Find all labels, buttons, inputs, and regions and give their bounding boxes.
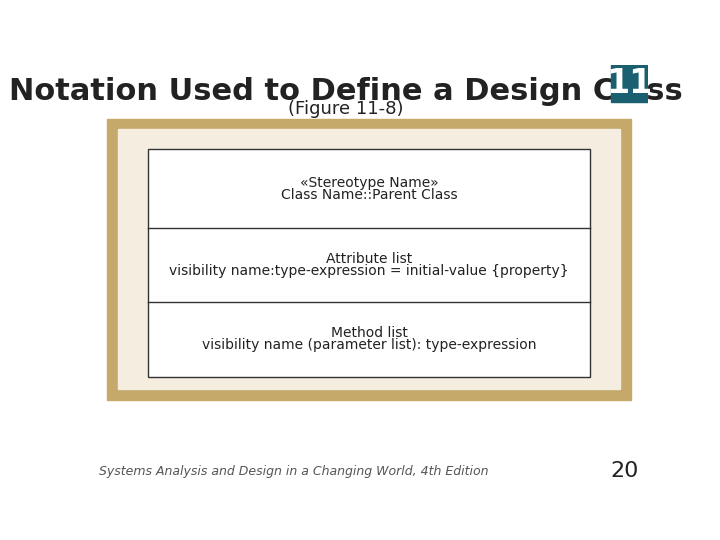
Bar [148,150,590,377]
Text: visibility name (parameter list): type-expression: visibility name (parameter list): type-e… [202,339,536,352]
Text: Class Name::Parent Class: Class Name::Parent Class [281,188,457,202]
Text: Method list: Method list [330,326,408,340]
Text: 11: 11 [606,67,652,100]
Bar [107,119,631,400]
Text: Attribute list: Attribute list [326,252,412,266]
Text: «Stereotype Name»: «Stereotype Name» [300,176,438,190]
Text: (Figure 11-8): (Figure 11-8) [288,100,403,118]
Text: Notation Used to Define a Design Class: Notation Used to Define a Design Class [9,77,683,106]
Text: visibility name:type-expression = initial-value {property}: visibility name:type-expression = initia… [169,264,569,278]
Bar [611,65,648,102]
Bar [118,130,620,389]
Text: Systems Analysis and Design in a Changing World, 4th Edition: Systems Analysis and Design in a Changin… [99,465,489,478]
Text: 20: 20 [611,461,639,481]
